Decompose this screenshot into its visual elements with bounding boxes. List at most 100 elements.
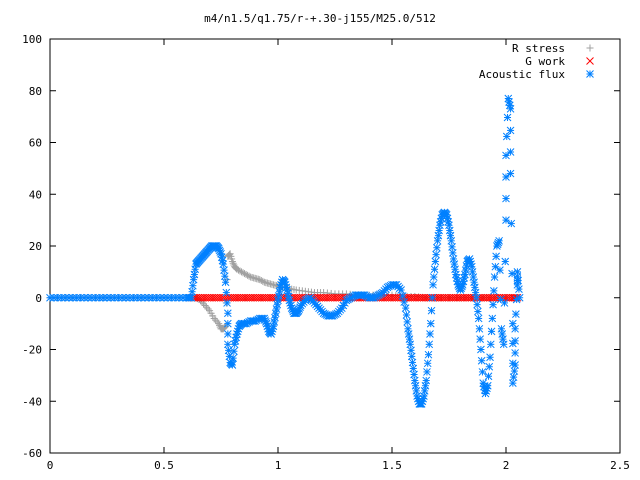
data-point-acoustic-flux bbox=[272, 305, 281, 313]
legend-marker-icon bbox=[586, 44, 594, 52]
data-point-acoustic-flux bbox=[422, 376, 431, 385]
data-point-acoustic-flux bbox=[474, 314, 483, 323]
data-point-acoustic-flux bbox=[403, 318, 412, 326]
data-point-r-stress bbox=[225, 251, 233, 259]
data-point-acoustic-flux bbox=[502, 132, 511, 141]
y-tick-label: -20 bbox=[22, 344, 42, 357]
data-point-r-stress bbox=[244, 271, 252, 279]
y-tick-label: -60 bbox=[22, 447, 42, 460]
data-point-acoustic-flux bbox=[488, 314, 497, 323]
data-point-r-stress bbox=[242, 270, 250, 278]
data-point-acoustic-flux bbox=[483, 381, 492, 390]
data-point-acoustic-flux bbox=[270, 318, 279, 326]
x-tick-label: 0.5 bbox=[154, 459, 174, 472]
data-point-acoustic-flux bbox=[514, 276, 523, 285]
data-point-acoustic-flux bbox=[222, 288, 231, 297]
data-point-acoustic-flux bbox=[144, 293, 153, 302]
data-point-acoustic-flux bbox=[495, 236, 504, 245]
data-point-acoustic-flux bbox=[426, 319, 435, 328]
data-point-acoustic-flux bbox=[506, 126, 515, 135]
data-point-acoustic-flux bbox=[137, 293, 146, 302]
data-point-acoustic-flux bbox=[223, 319, 232, 328]
data-point-acoustic-flux bbox=[468, 268, 477, 276]
data-point-acoustic-flux bbox=[489, 286, 498, 295]
data-point-acoustic-flux bbox=[402, 311, 411, 319]
data-point-r-stress bbox=[241, 270, 249, 278]
data-point-acoustic-flux bbox=[470, 278, 478, 287]
data-point-acoustic-flux bbox=[57, 293, 66, 302]
data-point-acoustic-flux bbox=[477, 356, 486, 365]
y-tick-label: 60 bbox=[29, 137, 42, 150]
data-point-r-stress bbox=[257, 277, 265, 284]
data-point-acoustic-flux bbox=[428, 293, 437, 302]
x-tick-label: 1.5 bbox=[382, 459, 402, 472]
data-point-acoustic-flux bbox=[397, 286, 405, 294]
data-point-acoustic-flux bbox=[118, 293, 127, 302]
data-point-acoustic-flux bbox=[497, 324, 506, 333]
data-point-r-stress bbox=[201, 302, 209, 310]
data-point-acoustic-flux bbox=[512, 310, 520, 318]
chart-title: m4/n1.5/q1.75/r-+.30-j155/M25.0/512 bbox=[204, 12, 436, 25]
data-point-acoustic-flux bbox=[223, 309, 232, 318]
legend-label: G work bbox=[525, 55, 565, 68]
data-point-acoustic-flux bbox=[223, 299, 231, 307]
y-tick-label: 100 bbox=[22, 33, 42, 46]
data-point-acoustic-flux bbox=[511, 324, 519, 333]
data-point-acoustic-flux bbox=[486, 353, 494, 362]
data-point-acoustic-flux bbox=[477, 345, 485, 354]
series-acoustic-flux bbox=[46, 94, 524, 408]
data-point-acoustic-flux bbox=[106, 293, 115, 302]
data-point-r-stress bbox=[210, 314, 218, 322]
data-point-acoustic-flux bbox=[423, 368, 431, 376]
data-point-acoustic-flux bbox=[425, 340, 434, 349]
data-point-acoustic-flux bbox=[501, 257, 510, 266]
y-tick-label: 40 bbox=[29, 188, 42, 201]
y-tick-label: -40 bbox=[22, 395, 42, 408]
data-point-acoustic-flux bbox=[500, 299, 509, 307]
data-point-acoustic-flux bbox=[110, 293, 119, 302]
legend-label: R stress bbox=[512, 42, 565, 55]
data-point-acoustic-flux bbox=[230, 347, 238, 356]
data-point-acoustic-flux bbox=[492, 252, 500, 261]
data-point-acoustic-flux bbox=[114, 293, 123, 302]
data-point-acoustic-flux bbox=[506, 148, 515, 156]
data-point-acoustic-flux bbox=[229, 354, 238, 362]
data-point-acoustic-flux bbox=[432, 250, 440, 259]
y-tick-label: 80 bbox=[29, 85, 42, 98]
data-point-acoustic-flux bbox=[511, 337, 519, 345]
data-point-acoustic-flux bbox=[472, 293, 481, 302]
data-point-r-stress bbox=[233, 265, 241, 273]
data-point-acoustic-flux bbox=[421, 381, 430, 390]
data-point-r-stress bbox=[212, 316, 220, 324]
data-point-acoustic-flux bbox=[515, 293, 524, 302]
data-point-acoustic-flux bbox=[502, 194, 510, 203]
x-tick-label: 1 bbox=[275, 459, 282, 472]
data-point-r-stress bbox=[236, 267, 244, 275]
data-point-acoustic-flux bbox=[429, 273, 438, 281]
data-point-acoustic-flux bbox=[470, 283, 479, 292]
data-point-acoustic-flux bbox=[511, 361, 519, 369]
data-point-acoustic-flux bbox=[430, 265, 439, 274]
y-axis: -60 -40 -20 0 20 40 60 80 100 bbox=[22, 33, 620, 460]
data-point-acoustic-flux bbox=[427, 306, 436, 315]
data-point-acoustic-flux bbox=[474, 307, 482, 316]
data-point-acoustic-flux bbox=[515, 285, 523, 293]
data-point-acoustic-flux bbox=[484, 372, 493, 381]
data-point-acoustic-flux bbox=[513, 268, 522, 276]
data-point-acoustic-flux bbox=[401, 304, 410, 312]
data-point-acoustic-flux bbox=[223, 330, 232, 338]
data-point-acoustic-flux bbox=[228, 361, 237, 369]
data-point-r-stress bbox=[229, 259, 237, 267]
y-tick-label: 0 bbox=[35, 292, 42, 305]
legend-entry-g-work: G work bbox=[525, 55, 594, 68]
data-point-acoustic-flux bbox=[490, 273, 499, 281]
x-axis: 0 0.5 1 1.5 2 2.5 bbox=[47, 39, 630, 472]
data-point-acoustic-flux bbox=[426, 330, 434, 338]
data-point-acoustic-flux bbox=[503, 113, 512, 122]
legend-entry-r-stress: R stress bbox=[512, 42, 594, 55]
data-point-acoustic-flux bbox=[476, 335, 485, 344]
data-point-acoustic-flux bbox=[84, 293, 92, 302]
data-point-acoustic-flux bbox=[485, 362, 494, 371]
